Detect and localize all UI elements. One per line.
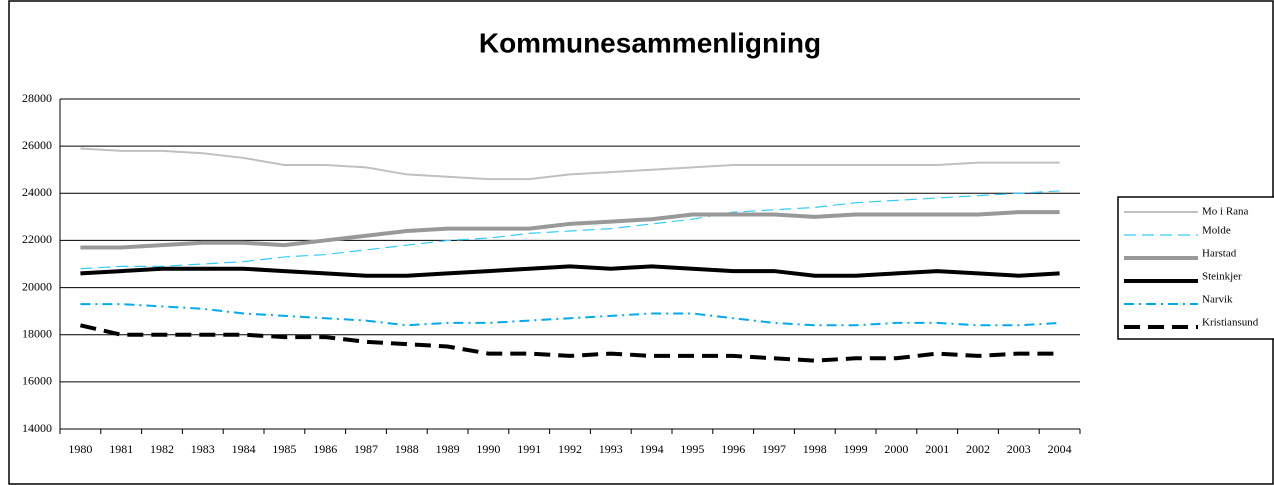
x-tick-label: 1999	[844, 442, 868, 456]
y-tick-label: 24000	[22, 185, 52, 199]
x-tick-label: 2003	[1007, 442, 1031, 456]
legend-label: Steinkjer	[1202, 271, 1242, 283]
x-tick-label: 1986	[313, 442, 337, 456]
x-tick-label: 1988	[395, 442, 419, 456]
x-tick-label: 2004	[1048, 442, 1072, 456]
x-tick-label: 1992	[558, 442, 582, 456]
x-tick-label: 1995	[680, 442, 704, 456]
x-tick-label: 1996	[721, 442, 745, 456]
y-tick-label: 22000	[22, 232, 52, 246]
series-line	[80, 303, 1060, 327]
x-tick-label: 1991	[517, 442, 541, 456]
x-tick-label: 1983	[191, 442, 215, 456]
chart-title: Kommunesammenligning	[479, 27, 821, 58]
series-line	[80, 210, 1060, 250]
series-line	[80, 147, 1060, 181]
x-tick-label: 1980	[68, 442, 92, 456]
x-tick-label: 1998	[803, 442, 827, 456]
x-tick-label: 1989	[436, 442, 460, 456]
y-tick-label: 14000	[22, 421, 52, 435]
legend-label: Harstad	[1202, 248, 1237, 260]
legend-label: Narvik	[1202, 294, 1233, 306]
x-tick-label: 1994	[640, 442, 664, 456]
legend-label: Molde	[1202, 225, 1231, 237]
x-tick-label: 1982	[150, 442, 174, 456]
series-line	[80, 264, 1060, 278]
x-tick-label: 1993	[599, 442, 623, 456]
y-tick-label: 20000	[22, 279, 52, 293]
series-line	[79, 323, 1060, 363]
y-tick-label: 16000	[22, 374, 52, 388]
legend-label: Kristiansund	[1202, 317, 1259, 329]
x-tick-label: 1997	[762, 442, 786, 456]
legend-label: Mo i Rana	[1202, 206, 1249, 218]
x-tick-label: 2001	[925, 442, 949, 456]
series-line	[80, 190, 1060, 270]
y-tick-label: 26000	[22, 138, 52, 152]
x-tick-label: 2000	[884, 442, 908, 456]
y-tick-label: 28000	[22, 91, 52, 105]
x-tick-label: 1985	[272, 442, 296, 456]
y-tick-label: 18000	[22, 326, 52, 340]
legend-box	[1117, 196, 1274, 340]
x-tick-label: 2002	[966, 442, 990, 456]
x-tick-label: 1987	[354, 442, 378, 456]
x-tick-label: 1981	[109, 442, 133, 456]
x-tick-label: 1984	[232, 442, 256, 456]
x-tick-label: 1990	[476, 442, 500, 456]
